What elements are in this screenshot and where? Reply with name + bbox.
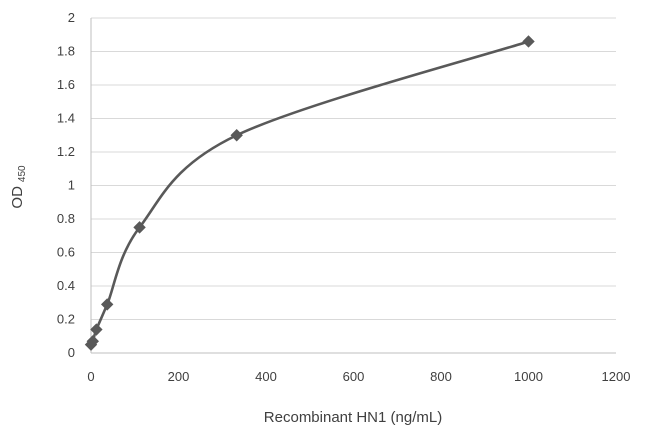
x-tick-label: 600 — [343, 369, 365, 384]
x-tick-label: 1200 — [602, 369, 631, 384]
x-axis-title: Recombinant HN1 (ng/mL) — [264, 409, 442, 426]
y-tick-label: 1.4 — [57, 111, 75, 126]
y-tick-label: 1 — [68, 178, 75, 193]
data-point-marker — [522, 35, 535, 48]
y-tick-label: 0.8 — [57, 211, 75, 226]
y-axis-title-subscript: 450 — [17, 165, 28, 182]
y-tick-label: 1.8 — [57, 44, 75, 59]
y-tick-label: 0.2 — [57, 312, 75, 327]
y-tick-labels: 0 0.2 0.4 0.6 0.8 1 1.2 1.4 1.6 1.8 2 — [57, 10, 75, 360]
data-series — [84, 35, 535, 351]
data-point-marker — [90, 323, 103, 336]
x-tick-label: 800 — [430, 369, 452, 384]
y-tick-label: 1.6 — [57, 77, 75, 92]
data-point-marker — [100, 298, 114, 311]
y-tick-label: 0 — [68, 345, 75, 360]
y-tick-label: 2 — [68, 10, 75, 25]
data-point-marker — [230, 129, 243, 142]
y-axis-title: OD 450 — [9, 165, 28, 209]
series-line — [89, 40, 530, 346]
data-point-marker — [86, 335, 99, 348]
gridlines — [91, 17, 616, 320]
x-tick-label: 200 — [168, 369, 190, 384]
y-tick-label: 0.4 — [57, 278, 75, 293]
x-tick-labels: 0 200 400 600 800 1000 1200 — [87, 369, 630, 384]
y-axis-title-main: OD — [9, 186, 26, 209]
x-tick-label: 400 — [255, 369, 277, 384]
x-tick-label: 0 — [87, 369, 94, 384]
data-point-marker — [133, 221, 146, 234]
y-tick-label: 1.2 — [57, 144, 75, 159]
axes — [90, 18, 616, 354]
x-tick-label: 1000 — [514, 369, 543, 384]
y-tick-label: 0.6 — [57, 245, 75, 260]
